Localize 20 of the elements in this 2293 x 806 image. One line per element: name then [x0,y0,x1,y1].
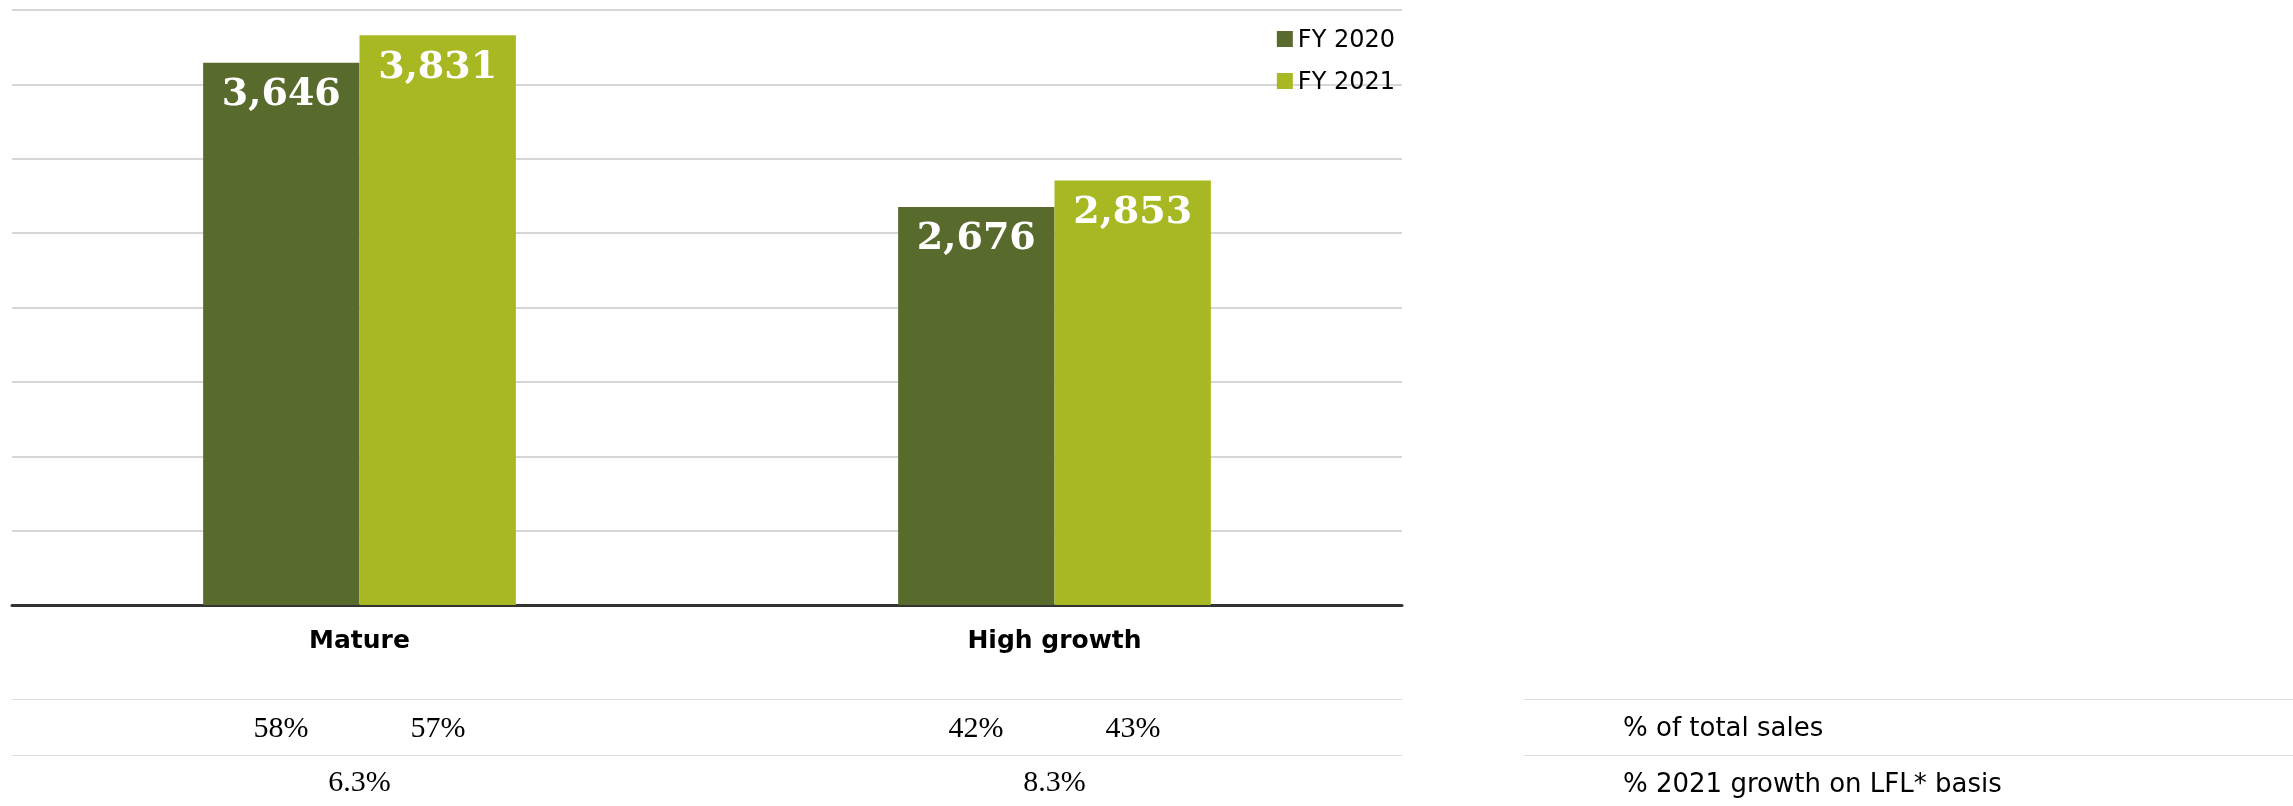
data-label: 2,676 [916,213,1036,259]
bar [359,35,516,605]
text: 58% [253,710,309,744]
data-label: 2,853 [1073,187,1193,233]
bar [203,62,360,605]
x-tick-label: High growth [967,625,1142,654]
x-tick-label: Mature [309,625,410,654]
bar [1054,180,1211,605]
text: % 2021 growth on LFL* basis [1623,768,2002,798]
text: 57% [410,710,466,744]
data-label: 3,646 [221,69,341,115]
data-label: 3,831 [378,41,498,87]
bar [898,206,1055,605]
text: 43% [1105,710,1161,744]
text: 8.3% [1023,764,1086,798]
legend-label: FY 2020 [1297,25,1395,53]
text: 42% [948,710,1004,744]
legend-label: FY 2021 [1297,67,1395,95]
text: 6.3% [328,764,391,798]
text: % of total sales [1623,712,1824,742]
